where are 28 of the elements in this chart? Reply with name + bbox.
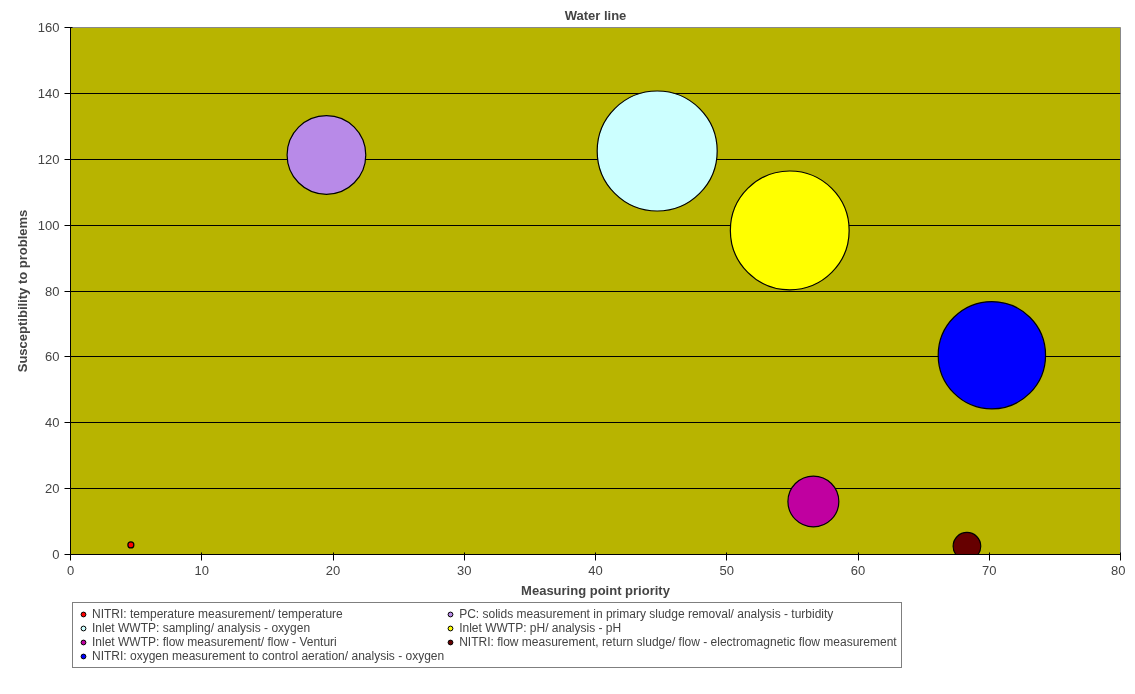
- legend-label: Inlet WWTP: pH/ analysis - pH: [459, 621, 622, 635]
- x-tick-label: 30: [457, 562, 472, 578]
- legend-label: NITRI: oxygen measurement to control aeration/ analysis - oxygen: [92, 649, 445, 663]
- y-tick-label: 140: [37, 85, 60, 101]
- chart-title: Water line: [564, 7, 627, 23]
- x-tick-label: 40: [588, 562, 603, 578]
- y-tick-label: 120: [37, 151, 60, 167]
- x-tick-label: 60: [850, 562, 866, 578]
- y-tick-label: 80: [45, 283, 60, 299]
- x-tick-label: 0: [66, 562, 75, 578]
- legend-label: NITRI: temperature measurement/ temperature: [92, 607, 343, 621]
- legend-label: NITRI: flow measurement, return sludge/ flow - electromagnetic flow measurement: [459, 635, 897, 649]
- x-tick-label: 80: [1111, 562, 1126, 578]
- y-tick-label: 0: [52, 547, 60, 562]
- legend-label: PC: solids measurement in primary sludge removal/ analysis - turbidity: [459, 607, 834, 621]
- legend-label: Inlet WWTP: sampling/ analysis - oxygen: [92, 621, 311, 635]
- x-tick-label: 20: [325, 562, 341, 578]
- y-tick-label: 160: [37, 20, 60, 35]
- y-tick-label: 60: [45, 349, 60, 365]
- x-tick-label: 70: [982, 562, 997, 578]
- y-tick-label: 20: [45, 481, 60, 497]
- y-tick-label: 100: [37, 217, 60, 233]
- x-axis-title: Measuring point priority: [521, 582, 671, 598]
- x-tick-label: 10: [194, 562, 209, 578]
- y-tick-label: 40: [45, 415, 60, 431]
- y-axis-title: Susceptibility to problems: [14, 209, 30, 373]
- legend-label: Inlet WWTP: flow measurement/ flow - Venturi: [92, 635, 337, 649]
- x-tick-label: 50: [719, 562, 734, 578]
